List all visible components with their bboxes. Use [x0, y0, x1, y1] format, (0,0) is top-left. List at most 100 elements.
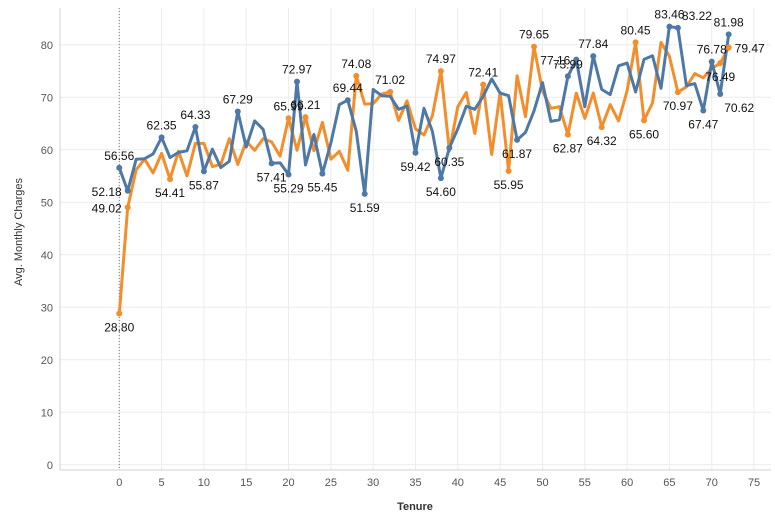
- data-label: 55.29: [274, 181, 304, 195]
- y-tick-label: 70: [41, 92, 53, 104]
- data-label: 71.02: [375, 73, 405, 87]
- data-label: 57.41: [257, 170, 287, 184]
- y-tick-label: 50: [41, 197, 53, 209]
- data-point-marker: [353, 72, 360, 79]
- data-point-marker: [200, 168, 207, 175]
- x-tick-label: 75: [748, 477, 760, 489]
- x-tick-label: 5: [159, 477, 165, 489]
- data-point-marker: [505, 168, 512, 175]
- series-line-0: [117, 25, 731, 196]
- data-point-marker: [514, 136, 521, 143]
- data-point-marker: [632, 39, 639, 46]
- data-label: 51.59: [350, 201, 380, 215]
- x-tick-label: 55: [579, 477, 591, 489]
- data-point-marker: [437, 175, 444, 182]
- data-label: 52.18: [92, 185, 122, 199]
- data-label: 59.42: [400, 160, 430, 174]
- data-label: 67.47: [688, 118, 718, 132]
- data-point-marker: [437, 68, 444, 75]
- data-label: 70.97: [663, 99, 693, 113]
- data-point-marker: [598, 124, 605, 131]
- data-point-marker: [590, 53, 597, 60]
- data-label: 62.35: [147, 118, 177, 132]
- data-label: 54.60: [426, 185, 456, 199]
- data-point-marker: [564, 73, 571, 80]
- data-label: 55.45: [307, 181, 337, 195]
- x-tick-label: 25: [325, 477, 337, 489]
- data-label: 64.32: [587, 134, 617, 148]
- x-tick-label: 35: [409, 477, 421, 489]
- data-label: 73.99: [553, 57, 583, 71]
- data-label: 67.29: [223, 92, 253, 106]
- gridlines: [60, 8, 771, 470]
- data-label: 77.84: [578, 37, 608, 51]
- data-point-marker: [717, 90, 724, 97]
- data-point-marker: [700, 107, 707, 114]
- point-markers: [116, 23, 732, 317]
- data-point-marker: [294, 78, 300, 85]
- data-labels: 56.56 52.18 49.02 28.80 62.35 54.41 64.33 55.87…: [92, 8, 765, 335]
- data-point-marker: [666, 23, 673, 30]
- data-label: 74.97: [426, 52, 456, 66]
- x-tick-label: 0: [116, 477, 122, 489]
- data-label: 72.97: [282, 63, 312, 77]
- data-point-marker: [285, 171, 292, 178]
- data-label: 28.80: [104, 321, 134, 335]
- data-label: 76.49: [705, 70, 735, 84]
- data-point-marker: [124, 204, 131, 211]
- x-tick-label: 45: [494, 477, 506, 489]
- data-label: 79.65: [519, 28, 549, 42]
- data-point-marker: [641, 117, 648, 124]
- data-point-marker: [116, 310, 123, 317]
- data-label: 69.44: [333, 81, 363, 95]
- data-point-marker: [167, 176, 174, 183]
- data-label: 74.08: [341, 57, 371, 71]
- data-label: 65.60: [629, 127, 659, 141]
- data-point-marker: [564, 131, 571, 138]
- y-tick-label: 0: [47, 460, 53, 472]
- x-tick-label: 60: [621, 477, 633, 489]
- data-point-marker: [725, 44, 732, 51]
- data-point-marker: [480, 81, 487, 88]
- data-point-marker: [302, 114, 309, 121]
- data-point-marker: [192, 124, 199, 131]
- data-label: 49.02: [92, 201, 122, 215]
- data-label: 61.87: [502, 147, 532, 161]
- data-label: 56.56: [104, 149, 134, 163]
- data-point-marker: [344, 97, 351, 104]
- data-point-marker: [412, 149, 419, 156]
- x-tick-label: 50: [536, 477, 548, 489]
- data-point-marker: [158, 134, 165, 141]
- data-label: 65.99: [274, 99, 304, 113]
- y-axis-title: Avg. Monthly Charges: [13, 177, 25, 286]
- data-point-marker: [446, 144, 453, 151]
- data-label: 77.16: [540, 54, 570, 68]
- x-tick-label: 10: [198, 477, 210, 489]
- y-tick-label: 30: [41, 302, 53, 314]
- y-tick-label: 80: [41, 40, 53, 52]
- data-point-marker: [387, 88, 394, 95]
- x-tick-label: 30: [367, 477, 379, 489]
- data-point-marker: [708, 58, 715, 65]
- x-tick-label: 15: [240, 477, 252, 489]
- y-tick-label: 10: [41, 407, 53, 419]
- data-label: 79.47: [735, 42, 765, 56]
- data-point-marker: [717, 60, 724, 67]
- x-tick-label: 65: [663, 477, 675, 489]
- data-label: 64.33: [180, 108, 210, 122]
- data-label: 83.46: [654, 8, 684, 22]
- x-tick-label: 40: [452, 477, 464, 489]
- x-axis-title: Tenure: [397, 501, 433, 513]
- y-tick-label: 40: [41, 250, 53, 262]
- x-tick-label: 70: [706, 477, 718, 489]
- data-label: 80.45: [621, 23, 651, 37]
- data-label: 66.21: [290, 98, 320, 112]
- data-point-marker: [674, 89, 681, 96]
- data-label: 55.87: [189, 178, 219, 192]
- data-label: 72.41: [468, 66, 498, 80]
- x-tick-label: 20: [282, 477, 294, 489]
- data-point-marker: [124, 187, 131, 194]
- data-label: 70.62: [724, 101, 754, 115]
